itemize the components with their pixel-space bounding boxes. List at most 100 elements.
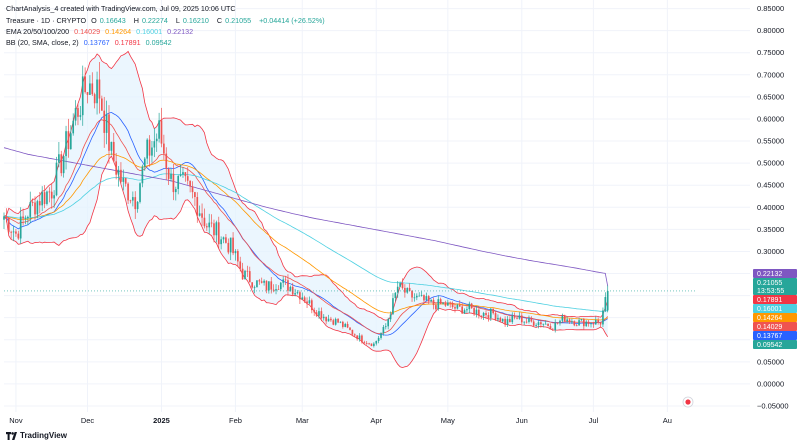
candle-body — [186, 176, 189, 181]
candle — [489, 307, 492, 321]
candle-body — [96, 79, 98, 104]
candle — [435, 302, 437, 312]
candle-body — [573, 321, 576, 326]
candle — [606, 285, 609, 313]
candle — [380, 332, 382, 340]
candle-body — [349, 327, 351, 330]
candle-body — [184, 172, 187, 177]
candle — [325, 316, 327, 325]
candle — [506, 316, 509, 328]
candle-body — [542, 323, 545, 325]
candle — [425, 292, 428, 301]
candle — [217, 216, 220, 250]
candle — [53, 190, 55, 209]
tradingview-logo[interactable]: TradingView — [6, 431, 67, 440]
candle-body — [466, 309, 468, 311]
candle — [377, 335, 380, 344]
candle-body — [151, 147, 153, 156]
candle-body — [587, 321, 590, 325]
candle — [330, 316, 332, 322]
candle-body — [389, 314, 392, 320]
candle-body — [571, 321, 573, 323]
candle — [289, 285, 292, 292]
candle-body — [263, 280, 265, 283]
candle — [163, 134, 165, 160]
candle — [129, 199, 132, 204]
candle — [549, 323, 552, 330]
candle — [287, 274, 289, 296]
candle-body — [5, 216, 8, 219]
y-tick-label: 0.45000 — [757, 181, 784, 190]
candle-body — [537, 322, 540, 326]
candle-body — [229, 237, 232, 253]
legend-bb-row: BB (20, SMA, close, 2) 0.13767 0.17891 0… — [6, 38, 175, 47]
candle-body — [437, 299, 440, 310]
candle-body — [182, 172, 184, 175]
candle — [308, 296, 311, 305]
x-tick-label: Au — [663, 416, 672, 425]
candle-body — [308, 300, 311, 304]
candle — [36, 199, 39, 219]
candle-body — [583, 319, 585, 327]
candle-body — [46, 191, 48, 204]
candle — [556, 322, 559, 325]
candle — [41, 186, 44, 211]
candle-body — [382, 326, 385, 334]
candle-body — [430, 299, 432, 302]
candle — [60, 150, 63, 177]
candle — [34, 196, 36, 221]
candle — [208, 213, 211, 234]
candle — [272, 284, 275, 293]
ohlc-open: O 0.16643 — [91, 16, 126, 25]
candle-body — [129, 200, 132, 202]
candle — [387, 317, 390, 330]
chart-created-line: ChartAnalysis_4 created with TradingView… — [6, 4, 236, 13]
candle-body — [215, 222, 218, 236]
candle — [174, 186, 177, 201]
candle — [551, 327, 554, 331]
ema50-value: 0.14264 — [105, 27, 132, 36]
candle — [327, 314, 330, 322]
candle-body — [246, 270, 249, 272]
candle-body — [208, 222, 211, 228]
candle — [346, 321, 349, 329]
price-tag-label: 0.17891 — [757, 297, 782, 304]
candle — [542, 323, 545, 328]
ohlc-close: C 0.21055 — [216, 16, 252, 25]
candle-body — [418, 295, 421, 297]
candle — [134, 191, 137, 219]
candle-body — [423, 295, 425, 301]
price-tag-label: 0.14029 — [757, 324, 782, 331]
candle — [528, 315, 530, 324]
candle — [232, 232, 234, 256]
candle-body — [284, 279, 287, 281]
candle-body — [568, 319, 571, 322]
candle-body — [62, 156, 65, 174]
candle-body — [217, 222, 220, 245]
candle-body — [38, 201, 41, 206]
candle — [170, 168, 172, 182]
candle-body — [98, 79, 101, 99]
candle-body — [485, 312, 487, 316]
candle — [296, 290, 299, 295]
candle — [31, 198, 34, 207]
candle-body — [597, 320, 600, 323]
candle-body — [532, 321, 535, 326]
candle-body — [270, 281, 273, 290]
candle-body — [34, 202, 36, 215]
candle — [275, 284, 277, 295]
candle-body — [146, 139, 149, 159]
candle-body — [10, 231, 12, 233]
candle-body — [604, 297, 607, 311]
candle-body — [327, 318, 330, 322]
candle-body — [606, 290, 609, 311]
candle-body — [396, 286, 399, 293]
candle-body — [528, 318, 530, 322]
candle-body — [525, 321, 528, 323]
price-tag-label: 0.22132 — [757, 271, 782, 278]
candle — [478, 306, 480, 319]
candle — [315, 309, 318, 317]
ohlc-high: H 0.22274 — [133, 16, 168, 25]
candle — [456, 303, 459, 310]
